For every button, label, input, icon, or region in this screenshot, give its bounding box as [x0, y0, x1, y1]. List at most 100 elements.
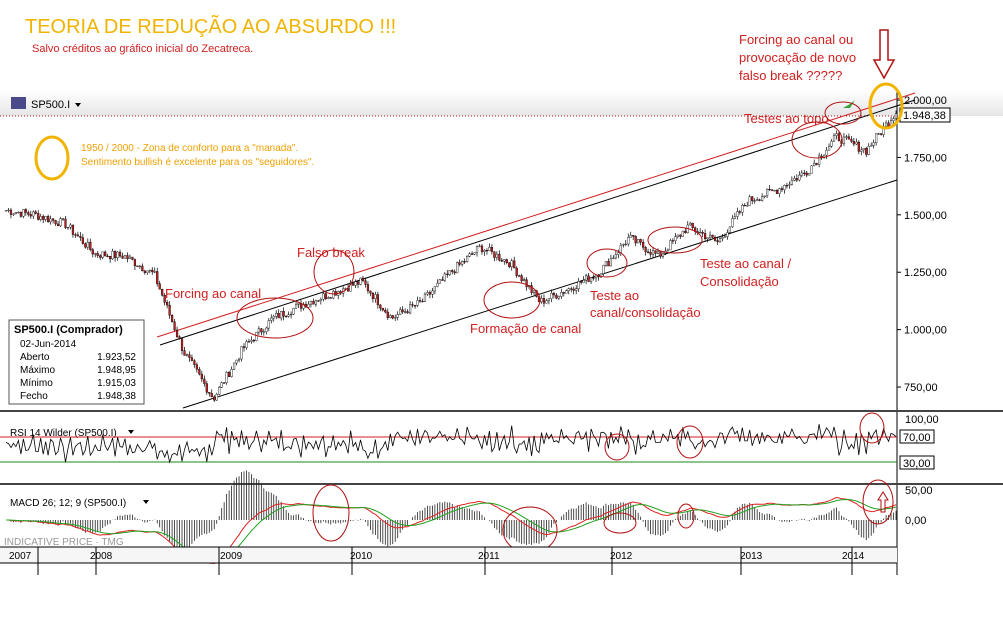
price-candle	[622, 244, 625, 246]
price-candle	[218, 387, 221, 395]
price-candle	[515, 267, 518, 276]
ohlc-infobox: SP500.I (Comprador) 02-Jun-2014 Aberto 1.…	[8, 319, 145, 405]
price-candle	[200, 373, 203, 380]
price-candle	[104, 251, 107, 257]
price-candle	[220, 382, 223, 388]
price-candle	[324, 293, 327, 299]
year-label: 2007	[9, 551, 32, 562]
page-title: TEORIA DE REDUÇÃO AO ABSURDO !!!	[25, 14, 396, 38]
price-candle	[855, 141, 858, 145]
price-candle	[37, 213, 40, 220]
price-candle	[659, 251, 662, 257]
price-candle	[850, 139, 853, 142]
price-candle	[277, 313, 280, 319]
price-candle	[12, 213, 15, 215]
price-candle	[624, 243, 627, 246]
price-candle	[847, 136, 850, 140]
price-candle	[4, 210, 8, 212]
price-candle	[34, 211, 37, 214]
chevron-down-icon[interactable]	[128, 430, 134, 434]
price-candle	[867, 146, 870, 155]
price-candle	[307, 303, 310, 308]
price-candle	[875, 133, 878, 144]
price-candle	[267, 320, 270, 329]
svg-text:Teste ao canal /: Teste ao canal /	[700, 256, 791, 271]
price-candle	[173, 321, 176, 331]
price-candle	[61, 218, 65, 220]
price-candle	[359, 277, 362, 285]
price-candle	[9, 209, 13, 215]
channel-lines	[156, 92, 916, 409]
price-candle	[768, 188, 771, 191]
price-candle	[329, 297, 332, 299]
price-candle	[347, 288, 350, 292]
price-candle	[56, 223, 60, 227]
price-candle	[780, 188, 784, 191]
price-candle	[297, 302, 300, 305]
price-candle	[441, 279, 444, 281]
price-candle	[503, 259, 506, 262]
price-candle	[394, 317, 397, 319]
price-candle	[808, 172, 811, 176]
annotation-falso-break: Falso break	[297, 245, 365, 260]
price-candle	[309, 301, 313, 305]
price-candle	[451, 270, 454, 272]
price-candle	[289, 313, 293, 316]
price-candle	[262, 331, 265, 333]
price-candle	[275, 313, 278, 317]
price-candle	[232, 362, 236, 370]
price-candle	[842, 136, 846, 144]
price-candle	[302, 303, 305, 309]
price-tick-label: 1.250,00	[904, 267, 947, 279]
price-candle	[319, 299, 322, 301]
price-candle	[240, 346, 243, 360]
price-candle	[646, 251, 650, 253]
symbol-name[interactable]: SP500.I	[31, 99, 70, 111]
year-label: 2014	[842, 551, 865, 562]
price-candle	[589, 277, 593, 282]
price-candle	[629, 235, 632, 238]
price-candle	[639, 239, 642, 243]
chevron-down-icon[interactable]	[143, 500, 149, 504]
price-candle	[453, 271, 456, 274]
price-candle	[168, 304, 171, 316]
macd-label[interactable]: MACD 26; 12; 9 (SP500.I)	[10, 498, 126, 509]
price-candle	[689, 222, 692, 226]
price-candle	[746, 205, 749, 207]
price-candle	[175, 329, 179, 337]
price-candle	[252, 339, 256, 342]
price-candle	[272, 316, 275, 319]
price-candle	[195, 364, 198, 370]
price-candle	[133, 259, 137, 267]
price-candle	[500, 259, 503, 262]
price-candle	[835, 133, 838, 136]
year-label: 2008	[90, 551, 113, 562]
price-candle	[815, 163, 818, 165]
price-candle	[369, 290, 372, 294]
price-candle	[245, 341, 248, 348]
price-candle	[22, 209, 25, 217]
price-candle	[178, 336, 181, 339]
price-candle	[513, 260, 516, 269]
price-candle	[726, 232, 729, 237]
year-label: 2011	[478, 551, 500, 562]
price-candle	[29, 214, 32, 217]
price-candle	[525, 279, 528, 288]
rsi-label[interactable]: RSI 14 Wilder (SP500.I)	[10, 428, 117, 439]
price-candle	[71, 224, 75, 235]
instrument-icon	[11, 97, 26, 109]
up-arrow-icon	[877, 491, 889, 513]
price-tick-label: 1.000,00	[904, 325, 947, 337]
price-candle	[609, 258, 613, 267]
price-candle	[575, 288, 578, 291]
chevron-down-icon[interactable]	[75, 103, 81, 107]
price-candle	[148, 269, 151, 272]
price-candle	[225, 372, 228, 383]
svg-text:falso break ?????: falso break ?????	[739, 68, 842, 83]
price-candle	[203, 378, 206, 384]
price-candle	[446, 273, 449, 275]
price-candle	[74, 234, 77, 236]
price-candle	[49, 218, 52, 223]
price-candle	[894, 113, 898, 119]
price-candle	[136, 265, 139, 267]
